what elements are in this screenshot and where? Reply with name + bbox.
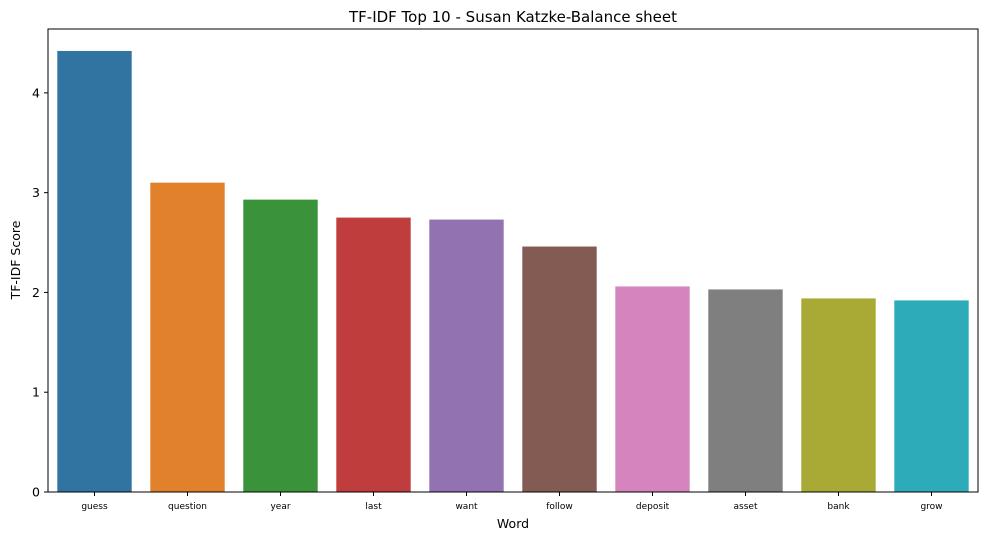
- x-tick-label-question: question: [168, 502, 207, 512]
- y-tick-label-3: 3: [32, 185, 40, 200]
- x-tick-label-grow: grow: [920, 502, 942, 512]
- bar-grow: [894, 300, 969, 492]
- chart-title: TF-IDF Top 10 - Susan Katzke-Balance she…: [348, 8, 677, 26]
- y-tick-label-0: 0: [32, 485, 40, 500]
- x-tick-label-year: year: [270, 502, 290, 512]
- bar-asset: [708, 289, 783, 492]
- bar-guess: [57, 50, 132, 493]
- y-axis-ticks: 0 1 2 3 4: [32, 85, 48, 500]
- bar-last: [336, 217, 411, 493]
- y-tick-label-4: 4: [32, 85, 40, 100]
- y-axis-label: TF-IDF Score: [8, 220, 23, 300]
- x-tick-label-guess: guess: [81, 502, 108, 512]
- x-tick-label-deposit: deposit: [636, 502, 670, 512]
- x-tick-label-follow: follow: [546, 502, 573, 512]
- bars-group: [57, 50, 969, 493]
- y-tick-label-2: 2: [32, 285, 40, 300]
- x-axis-label: Word: [497, 516, 529, 531]
- y-tick-label-1: 1: [32, 385, 40, 400]
- bar-question: [150, 182, 225, 493]
- x-tick-label-bank: bank: [827, 502, 850, 512]
- x-tick-label-last: last: [365, 502, 382, 512]
- bar-bank: [801, 298, 876, 492]
- bar-follow: [522, 246, 597, 492]
- bar-want: [429, 219, 504, 492]
- x-axis-ticks: guess question year last want follow deposit as…: [81, 492, 943, 512]
- plot-frame: [47, 28, 979, 493]
- bar-year: [243, 199, 318, 492]
- x-tick-label-want: want: [455, 502, 478, 512]
- bar-deposit: [615, 286, 690, 492]
- x-tick-label-asset: asset: [734, 502, 758, 512]
